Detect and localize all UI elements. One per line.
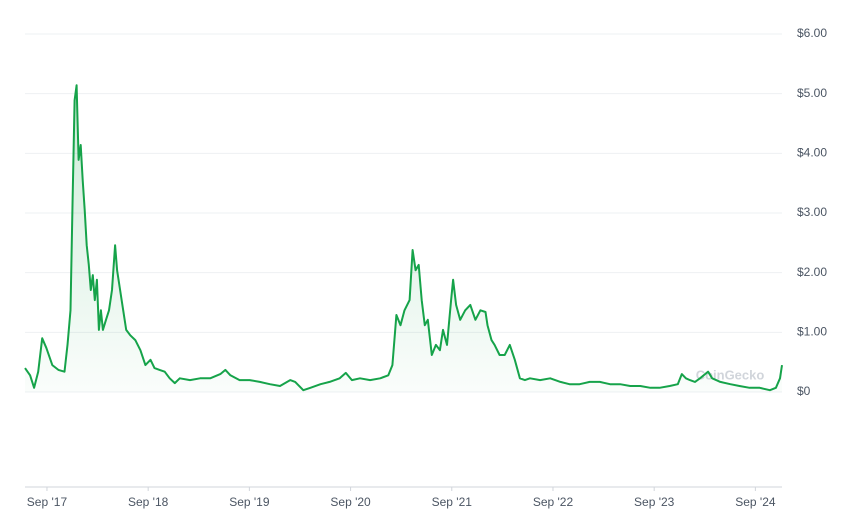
x-tick-label: Sep '21	[432, 495, 473, 509]
x-tick-label: Sep '23	[634, 495, 675, 509]
price-line	[24, 84, 783, 392]
y-tick-label: $2.00	[797, 265, 827, 279]
x-tick-label: Sep '24	[735, 495, 776, 509]
y-tick-label: $5.00	[797, 86, 827, 100]
x-tick-label: Sep '18	[128, 495, 169, 509]
y-tick-label: $3.00	[797, 205, 827, 219]
x-tick-label: Sep '17	[27, 495, 68, 509]
y-tick-label: $6.00	[797, 26, 827, 40]
y-tick-label: $4.00	[797, 146, 827, 160]
price-area	[25, 85, 782, 393]
x-tick-label: Sep '19	[229, 495, 270, 509]
x-tick-label: Sep '22	[533, 495, 574, 509]
y-tick-label: $1.00	[797, 325, 827, 339]
x-tick-label: Sep '20	[330, 495, 371, 509]
y-tick-label: $0	[797, 384, 811, 398]
